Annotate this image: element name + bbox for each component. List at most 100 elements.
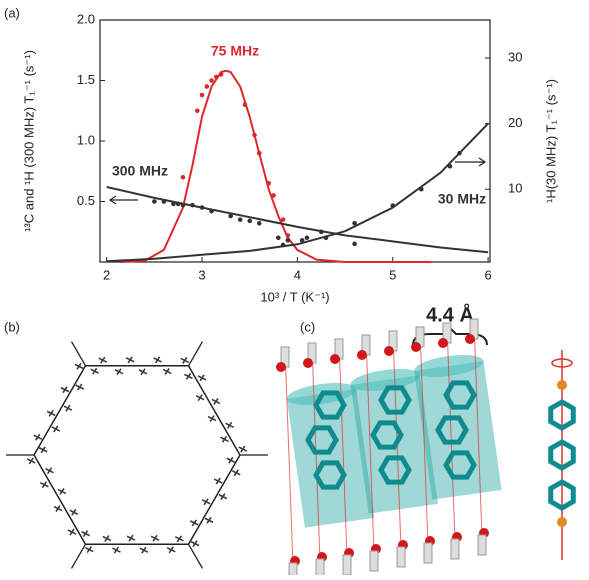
molecule-glyph — [151, 535, 159, 541]
oxygen — [384, 346, 394, 356]
linker — [397, 547, 405, 567]
molecule-glyph — [82, 531, 90, 537]
molecule-glyph — [163, 368, 171, 374]
molecule-glyph — [140, 547, 148, 553]
y-tick-label: 1.5 — [77, 72, 95, 87]
oxygen — [276, 362, 286, 372]
molecule-glyph — [232, 470, 240, 476]
x-tick-label: 5 — [389, 267, 396, 282]
molecule-glyph — [61, 387, 69, 393]
molecule-glyph — [115, 369, 123, 375]
data-point — [419, 187, 424, 192]
molecule-glyph — [58, 488, 66, 494]
linker — [316, 559, 324, 575]
hexagon-panel — [6, 342, 268, 569]
linker — [370, 551, 378, 571]
linker — [343, 555, 351, 575]
y2-axis-label: ¹H(30 MHz) T₁⁻¹ (s⁻¹) — [543, 79, 558, 203]
data-point — [390, 203, 395, 208]
y-tick-label: 2.0 — [77, 11, 95, 26]
data-point — [181, 203, 186, 208]
data-point — [352, 221, 357, 226]
data-point — [190, 203, 195, 208]
y-axis-label: ¹³C and ¹H (300 MHz) T₁⁻¹ (s⁻¹) — [21, 50, 36, 232]
data-point — [319, 230, 324, 235]
linker — [451, 539, 459, 559]
cylinder-panel — [276, 319, 573, 575]
axle — [285, 350, 293, 565]
molecule-glyph — [112, 547, 120, 553]
x-tick-label: 3 — [198, 267, 205, 282]
spoke — [72, 342, 86, 366]
oxygen — [303, 358, 313, 368]
oxygen — [557, 380, 567, 390]
data-point — [204, 84, 209, 89]
data-point — [257, 221, 262, 226]
spoke — [189, 544, 203, 568]
data-point — [457, 151, 462, 156]
data-point — [257, 151, 262, 156]
data-point — [219, 72, 224, 77]
molecule-glyph — [196, 395, 204, 401]
molecule-glyph — [68, 529, 76, 535]
data-point — [214, 75, 219, 80]
oxygen — [438, 338, 448, 348]
molecule-glyph — [214, 478, 222, 484]
x-axis-label: 10³ / T (K⁻¹) — [260, 289, 329, 304]
molecule-glyph — [219, 494, 227, 500]
molecule-glyph — [52, 426, 60, 432]
spoke — [189, 342, 203, 366]
molecule-glyph — [226, 422, 234, 428]
y2-tick-label: 10 — [508, 181, 522, 196]
data-point — [195, 108, 200, 113]
data-point — [209, 209, 214, 214]
spoke — [72, 544, 86, 568]
series-label: 300 MHz — [112, 163, 168, 179]
data-point — [300, 238, 305, 243]
oxygen — [557, 517, 567, 527]
data-point — [286, 233, 291, 238]
cylinders — [284, 351, 503, 527]
data-point — [171, 202, 176, 207]
molecule-glyph — [47, 410, 55, 416]
data-point — [286, 238, 291, 243]
molecule-glyph — [85, 547, 93, 553]
x-tick-label: 4 — [294, 267, 301, 282]
plot: 234560.51.01.52.010203010³ / T (K⁻¹)¹³C … — [21, 11, 558, 304]
oxygen — [357, 350, 367, 360]
molecule-glyph — [198, 375, 206, 381]
molecule-glyph — [220, 436, 228, 442]
molecule-glyph — [202, 499, 210, 505]
data-point — [271, 193, 276, 198]
data-point — [238, 217, 243, 222]
molecule-glyph — [103, 536, 111, 542]
molecule-glyph — [76, 384, 84, 390]
molecule-glyph — [184, 373, 192, 379]
figure: (a) (b) (c) 4.4 Å 234560.51.01.52.010203… — [0, 0, 589, 575]
arrow — [455, 158, 485, 166]
hexagon — [34, 366, 240, 544]
molecule-glyph — [227, 457, 235, 463]
data-point — [281, 217, 286, 222]
x-tick-label: 2 — [103, 267, 110, 282]
molecule-glyph — [139, 369, 147, 375]
data-point — [209, 78, 214, 83]
oxygen — [411, 342, 421, 352]
data-point — [247, 219, 252, 224]
data-point — [305, 236, 310, 241]
molecule-glyph — [239, 446, 247, 452]
panel-label: (b) — [4, 319, 20, 334]
panel-label: (c) — [300, 319, 315, 334]
molecule-glyph — [64, 405, 72, 411]
data-point — [276, 236, 281, 241]
series-label: 75 MHz — [211, 43, 259, 59]
data-point — [181, 175, 186, 180]
molecule-glyph — [190, 520, 198, 526]
y2-tick-label: 20 — [508, 115, 522, 130]
molecule-glyph — [27, 458, 35, 464]
molecule-glyph — [154, 357, 162, 363]
data-point — [266, 181, 271, 186]
data-point — [352, 242, 357, 247]
fit-curve — [107, 187, 488, 252]
molecule-glyph — [40, 482, 48, 488]
